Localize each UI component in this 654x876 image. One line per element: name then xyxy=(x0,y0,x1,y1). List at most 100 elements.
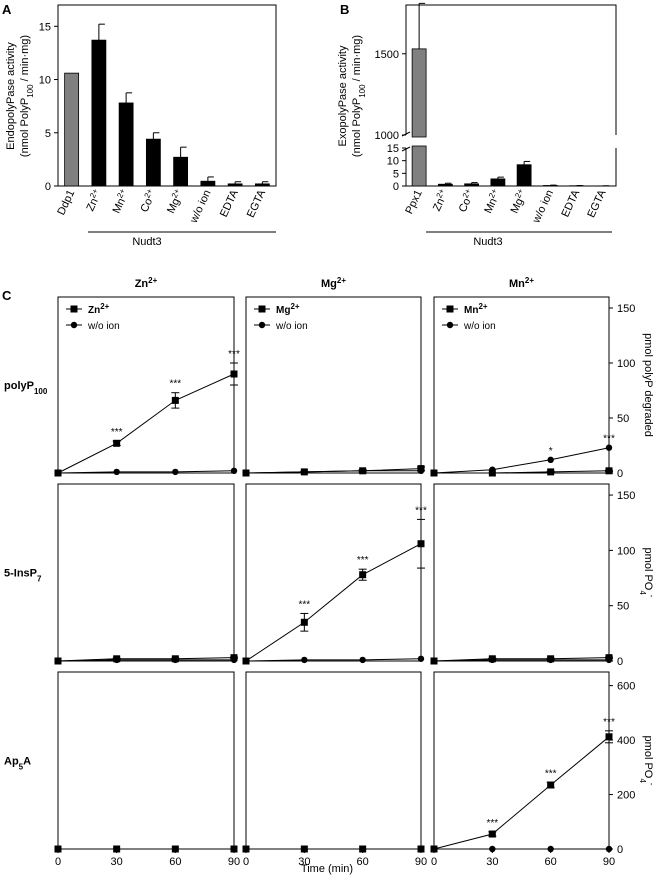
legend-label-with-ion: Mn2+ xyxy=(464,302,488,317)
panel-letter-a: A xyxy=(2,2,12,17)
legend-marker-square xyxy=(70,305,78,313)
panel-letter-b: B xyxy=(340,2,349,17)
bar-b-upper xyxy=(411,48,427,138)
x-tick-label-a: Mg2+ xyxy=(163,187,187,216)
x-tick-label-a: EGTA xyxy=(245,188,268,220)
row-label: Ap5A xyxy=(4,756,31,772)
point-with-ion xyxy=(242,657,250,665)
x-tick-label: 60 xyxy=(357,856,369,868)
point-with-ion xyxy=(547,781,555,789)
panel-letter-c: C xyxy=(2,288,12,303)
y-tick-label-b: 15 xyxy=(387,143,399,155)
plot-frame-a xyxy=(57,4,277,187)
y-tick-label-a: 15 xyxy=(39,21,51,33)
x-tick-label-b: Mn2+ xyxy=(480,187,504,216)
point-with-ion xyxy=(242,845,250,853)
x-tick-label: 30 xyxy=(111,856,123,868)
x-tick-label-b: Ppx1 xyxy=(403,188,424,216)
point-wo-ion xyxy=(301,656,308,664)
legend-label-with-ion: Mg2+ xyxy=(276,302,300,317)
point-with-ion xyxy=(300,468,308,476)
time-course-grid: Zn2+ Mg2+ Mn2+ polyP100 0 50 100 150 pmol polyP … xyxy=(4,276,654,869)
bar-b xyxy=(516,164,532,187)
x-tick-label: 30 xyxy=(486,856,498,868)
bar-a xyxy=(254,183,270,187)
x-tick-label-a: EDTA xyxy=(218,188,241,220)
series-line-with-ion xyxy=(57,657,235,662)
significance-label: *** xyxy=(228,349,240,360)
right-y-axis-title: pmol PO4- xyxy=(639,548,654,598)
subplot-frame xyxy=(245,671,422,850)
right-y-tick-label: 600 xyxy=(617,681,635,693)
x-tick-label: 30 xyxy=(298,856,310,868)
point-with-ion xyxy=(242,469,250,477)
series-line-with-ion xyxy=(245,543,422,662)
y-tick-label-a: 0 xyxy=(45,181,51,193)
column-header: Mg2+ xyxy=(321,276,346,291)
right-y-tick-label: 100 xyxy=(617,358,635,370)
series-line-with-ion xyxy=(433,736,610,850)
point-with-ion xyxy=(417,540,425,548)
x-tick-label-b: Co2+ xyxy=(454,187,477,214)
y-tick-label-b: 1500 xyxy=(375,49,399,61)
series-line-wo-ion xyxy=(433,659,609,662)
x-axis-title: Time (min) xyxy=(301,863,353,875)
point-wo-ion xyxy=(417,655,425,662)
significance-label: *** xyxy=(545,768,557,779)
significance-label: *** xyxy=(415,505,427,516)
x-tick-label-a: w/o ion xyxy=(188,188,214,226)
point-with-ion xyxy=(230,845,238,853)
right-y-tick-label: 400 xyxy=(617,735,635,747)
right-y-axis-title: pmol PO4- xyxy=(639,736,654,786)
plot-frame-b-lower xyxy=(405,148,617,187)
x-tick-label-b: EGTA xyxy=(585,188,608,220)
axis-break-b xyxy=(401,146,411,152)
point-with-ion xyxy=(230,370,238,378)
x-tick-label: 90 xyxy=(228,856,240,868)
y-tick-label-a: 10 xyxy=(39,75,51,87)
point-wo-ion xyxy=(113,468,120,476)
legend-marker-circle xyxy=(446,321,454,329)
row-label: polyP100 xyxy=(4,380,48,396)
point-with-ion xyxy=(605,654,613,662)
point-with-ion xyxy=(171,396,179,404)
x-tick-label-b: Zn2+ xyxy=(429,187,452,213)
point-with-ion xyxy=(547,468,555,476)
row-label: 5-InsP7 xyxy=(4,568,42,584)
y-axis-title-b: ExopolyPase activity xyxy=(337,45,349,146)
bar-a xyxy=(145,138,161,187)
y-axis-title-b-2: (nmol PolyP100 / min·mg) xyxy=(351,35,367,157)
point-with-ion xyxy=(359,845,367,853)
y-tick-label-b: 1000 xyxy=(375,130,399,142)
series-line-wo-ion xyxy=(57,659,234,662)
y-tick-label-a: 5 xyxy=(45,128,51,140)
right-y-tick-label: 100 xyxy=(617,545,635,557)
subplot-frame xyxy=(57,671,235,850)
endopolypase-bar-chart: 0 5 10 15 Ddp1 Zn2+Mn2+Co2+Mg2+ w/o ion EDTA EGT… xyxy=(5,4,277,233)
bar-a xyxy=(64,72,80,187)
bar-a xyxy=(173,156,189,187)
point-with-ion xyxy=(417,465,425,473)
x-tick-label-b: EDTA xyxy=(559,188,582,220)
point-wo-ion xyxy=(489,845,496,853)
x-tick-label: 60 xyxy=(169,856,181,868)
right-y-tick-label: 50 xyxy=(617,413,629,425)
bar-b xyxy=(490,178,506,187)
legend-marker-square xyxy=(258,305,266,313)
y-tick-label-b: 5 xyxy=(393,168,399,180)
point-with-ion xyxy=(430,657,438,665)
point-with-ion xyxy=(605,467,613,475)
point-with-ion xyxy=(171,845,179,853)
panel-c: C Zn2+ Mg2+ Mn2+ polyP100 0 50 100 150 pmol poly… xyxy=(2,276,654,876)
right-y-tick-label: 150 xyxy=(617,303,635,315)
point-with-ion xyxy=(113,655,121,663)
point-with-ion xyxy=(547,655,555,663)
significance-label: * xyxy=(549,446,553,457)
plot-frame-b-upper xyxy=(405,4,617,135)
point-with-ion xyxy=(359,467,367,475)
y-tick-label-b: 0 xyxy=(393,181,399,193)
x-tick-label: 90 xyxy=(603,856,615,868)
significance-label: *** xyxy=(603,434,615,445)
